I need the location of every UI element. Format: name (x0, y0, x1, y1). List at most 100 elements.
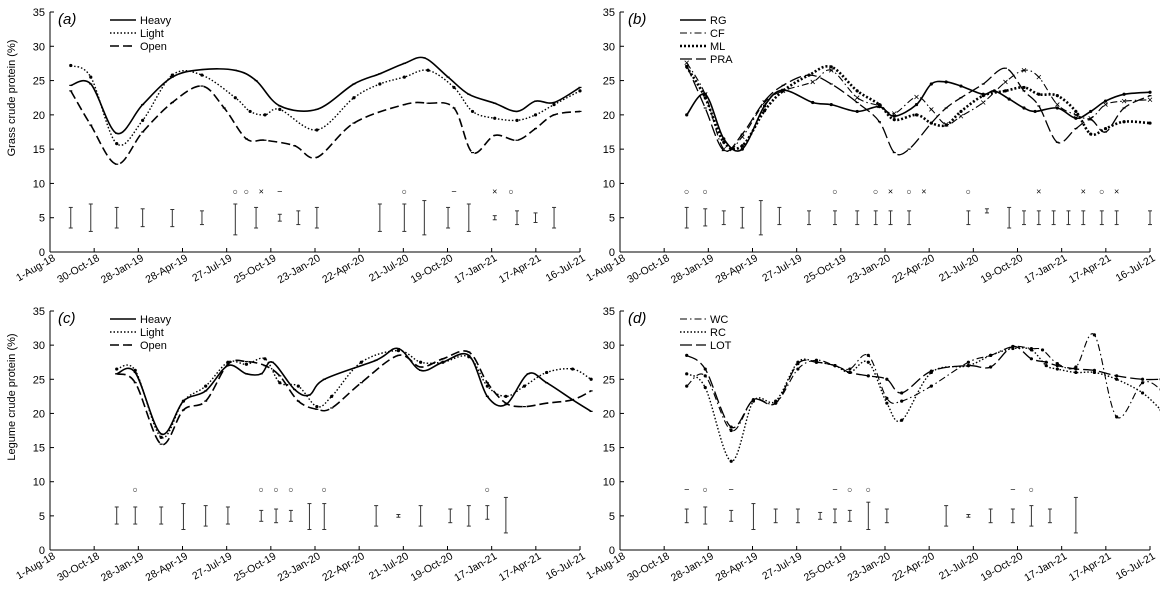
y-tick-label: 10 (603, 178, 615, 190)
data-point (1092, 368, 1097, 373)
y-tick-label: 30 (33, 340, 45, 352)
legend-label-open: Open (140, 340, 167, 352)
significance-mark: − (729, 485, 734, 495)
data-point (1029, 348, 1033, 352)
data-point (296, 384, 300, 388)
data-point (1089, 109, 1093, 114)
series-line-light (70, 64, 581, 146)
data-point (892, 118, 896, 122)
significance-mark: × (1114, 186, 1119, 196)
data-point (1089, 132, 1093, 136)
data-point (828, 68, 834, 73)
data-point (684, 60, 689, 66)
x-tick-label: 16-Jul-21 (544, 252, 588, 284)
series-line-cf (686, 62, 1151, 152)
significance-mark: ○ (684, 186, 689, 196)
significance-mark: ○ (244, 186, 249, 196)
y-tick-label: 30 (33, 41, 45, 53)
data-point (504, 394, 508, 398)
data-point (115, 142, 119, 146)
x-tick-label: 27-Jul-19 (760, 550, 804, 582)
data-point (1103, 126, 1108, 131)
data-point (944, 123, 948, 127)
x-tick-label: 28-Jan-19 (99, 550, 146, 584)
data-point (1055, 367, 1059, 371)
data-point (1103, 102, 1108, 107)
x-tick-label: 16-Jul-21 (544, 550, 588, 582)
x-tick-label: 28-Jan-19 (669, 252, 716, 286)
data-point (981, 94, 985, 98)
data-point (493, 116, 497, 120)
x-tick-label: 19-Oct-20 (979, 252, 1026, 286)
data-point (885, 401, 889, 405)
y-tick-label: 20 (603, 408, 615, 420)
data-point (885, 396, 889, 401)
significance-mark: × (1081, 186, 1086, 196)
data-point (352, 96, 356, 100)
data-point (877, 102, 882, 107)
significance-mark: ○ (1099, 186, 1104, 196)
data-point (796, 367, 800, 371)
data-point (1073, 112, 1079, 118)
data-point (959, 84, 963, 88)
data-point (848, 367, 852, 371)
panel-label: (b) (628, 11, 646, 28)
x-tick-label: 21-Jul-20 (367, 550, 411, 582)
x-tick-label: 27-Jul-19 (190, 252, 234, 284)
significance-mark: ○ (906, 186, 911, 196)
y-tick-label: 20 (33, 408, 45, 420)
data-point (1044, 360, 1048, 364)
data-point (248, 109, 252, 114)
data-point (829, 102, 833, 107)
data-point (1022, 106, 1026, 110)
data-point (263, 357, 267, 361)
data-point (703, 367, 707, 371)
data-point (441, 360, 445, 364)
y-tick-label: 0 (609, 247, 615, 259)
data-point (589, 377, 593, 381)
series-line-lot (686, 345, 1160, 429)
y-tick-label: 15 (603, 144, 615, 156)
legend-label-light: Light (140, 28, 164, 40)
y-tick-label: 5 (609, 213, 615, 225)
x-tick-label: 30-Oct-18 (625, 550, 672, 584)
significance-mark: − (832, 485, 837, 495)
y-tick-label: 30 (603, 41, 615, 53)
data-point (115, 367, 119, 371)
data-point (944, 80, 948, 84)
y-tick-label: 30 (603, 340, 615, 352)
legend-label-cf: CF (710, 28, 725, 40)
significance-mark: ○ (259, 485, 264, 495)
data-point (685, 113, 689, 117)
significance-mark: ○ (508, 186, 513, 196)
data-point (1122, 92, 1126, 96)
data-point (885, 377, 889, 381)
data-point (570, 367, 575, 371)
data-point (545, 370, 549, 375)
data-point (796, 361, 800, 366)
data-point (402, 75, 406, 79)
data-point (751, 398, 756, 402)
y-tick-label: 0 (39, 545, 45, 557)
data-point (703, 96, 707, 100)
data-point (1003, 89, 1008, 93)
data-point (989, 365, 993, 369)
x-tick-label: 22-Apr-20 (890, 550, 937, 584)
data-point (914, 102, 919, 107)
data-point (900, 399, 904, 403)
panel-label: (d) (628, 310, 646, 327)
x-tick-label: 1-Aug-18 (584, 252, 628, 284)
x-tick-label: 28-Jan-19 (99, 252, 146, 286)
x-tick-label: 23-Jan-20 (846, 252, 893, 286)
x-tick-label: 21-Jul-20 (937, 550, 981, 582)
panel-a: 0 5 10 15 20 25 30 35 1-Aug-1830-Oct-1828-Jan-19… (14, 7, 588, 286)
data-point (470, 109, 475, 114)
legend-label-rg: RG (710, 15, 727, 27)
x-tick-label: 27-Jul-19 (190, 550, 234, 582)
data-point (359, 360, 363, 364)
significance-mark: ○ (233, 186, 238, 196)
data-point (722, 140, 726, 144)
panel-label: (c) (58, 310, 76, 327)
data-point (866, 353, 870, 357)
series-line-heavy (116, 347, 592, 435)
